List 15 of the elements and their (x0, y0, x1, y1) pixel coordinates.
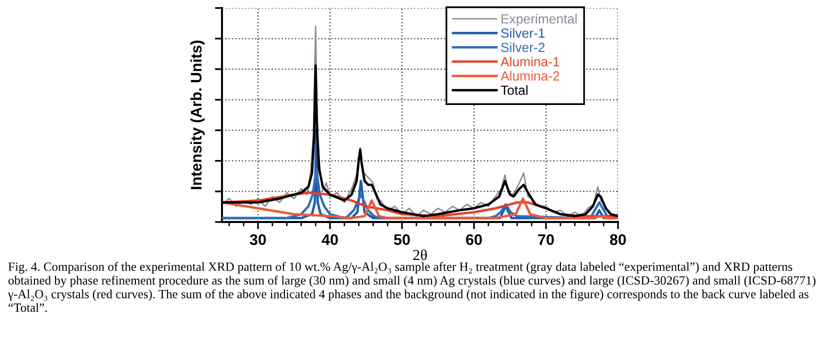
legend-label: Alumina-2 (500, 70, 560, 81)
legend-label: Silver-2 (501, 42, 545, 52)
legend-label: Total (500, 85, 528, 95)
caption: Fig. 4. Comparison of the experimental XRD pattern of 10 wt.% Ag/γ-Al₂O₃ sample after H₂ treatment (gray data labeled “experimental”) and XRD patterns obtained by phase refinement procedure as the sum of large (30 nm) and small (4 nm) Ag crystals (blue curves) and large (ICSD-30267) and small (ICSD-68771) γ-Al₂O₃ crystals (red curves). The sum of the above indicated 4 phases and the background (not indicated in the figure) corresponds to the back curve labeled as “Total”. (8, 262, 816, 312)
legend-label: Experimental (502, 14, 577, 26)
legend-label: Alumina-1 (500, 56, 560, 66)
x-tick-label: 50 (394, 234, 410, 246)
x-tick-label: 60 (466, 234, 482, 246)
x-tick-label: 70 (538, 234, 554, 246)
y-axis-title: Intensity (Arb. Units) (190, 40, 205, 190)
x-tick-label: 30 (250, 234, 266, 246)
x-axis-title: 2θ (413, 249, 427, 260)
x-tick-label: 80 (610, 234, 626, 246)
legend-label: Silver-1 (501, 28, 545, 38)
x-tick-label: 40 (322, 234, 338, 246)
